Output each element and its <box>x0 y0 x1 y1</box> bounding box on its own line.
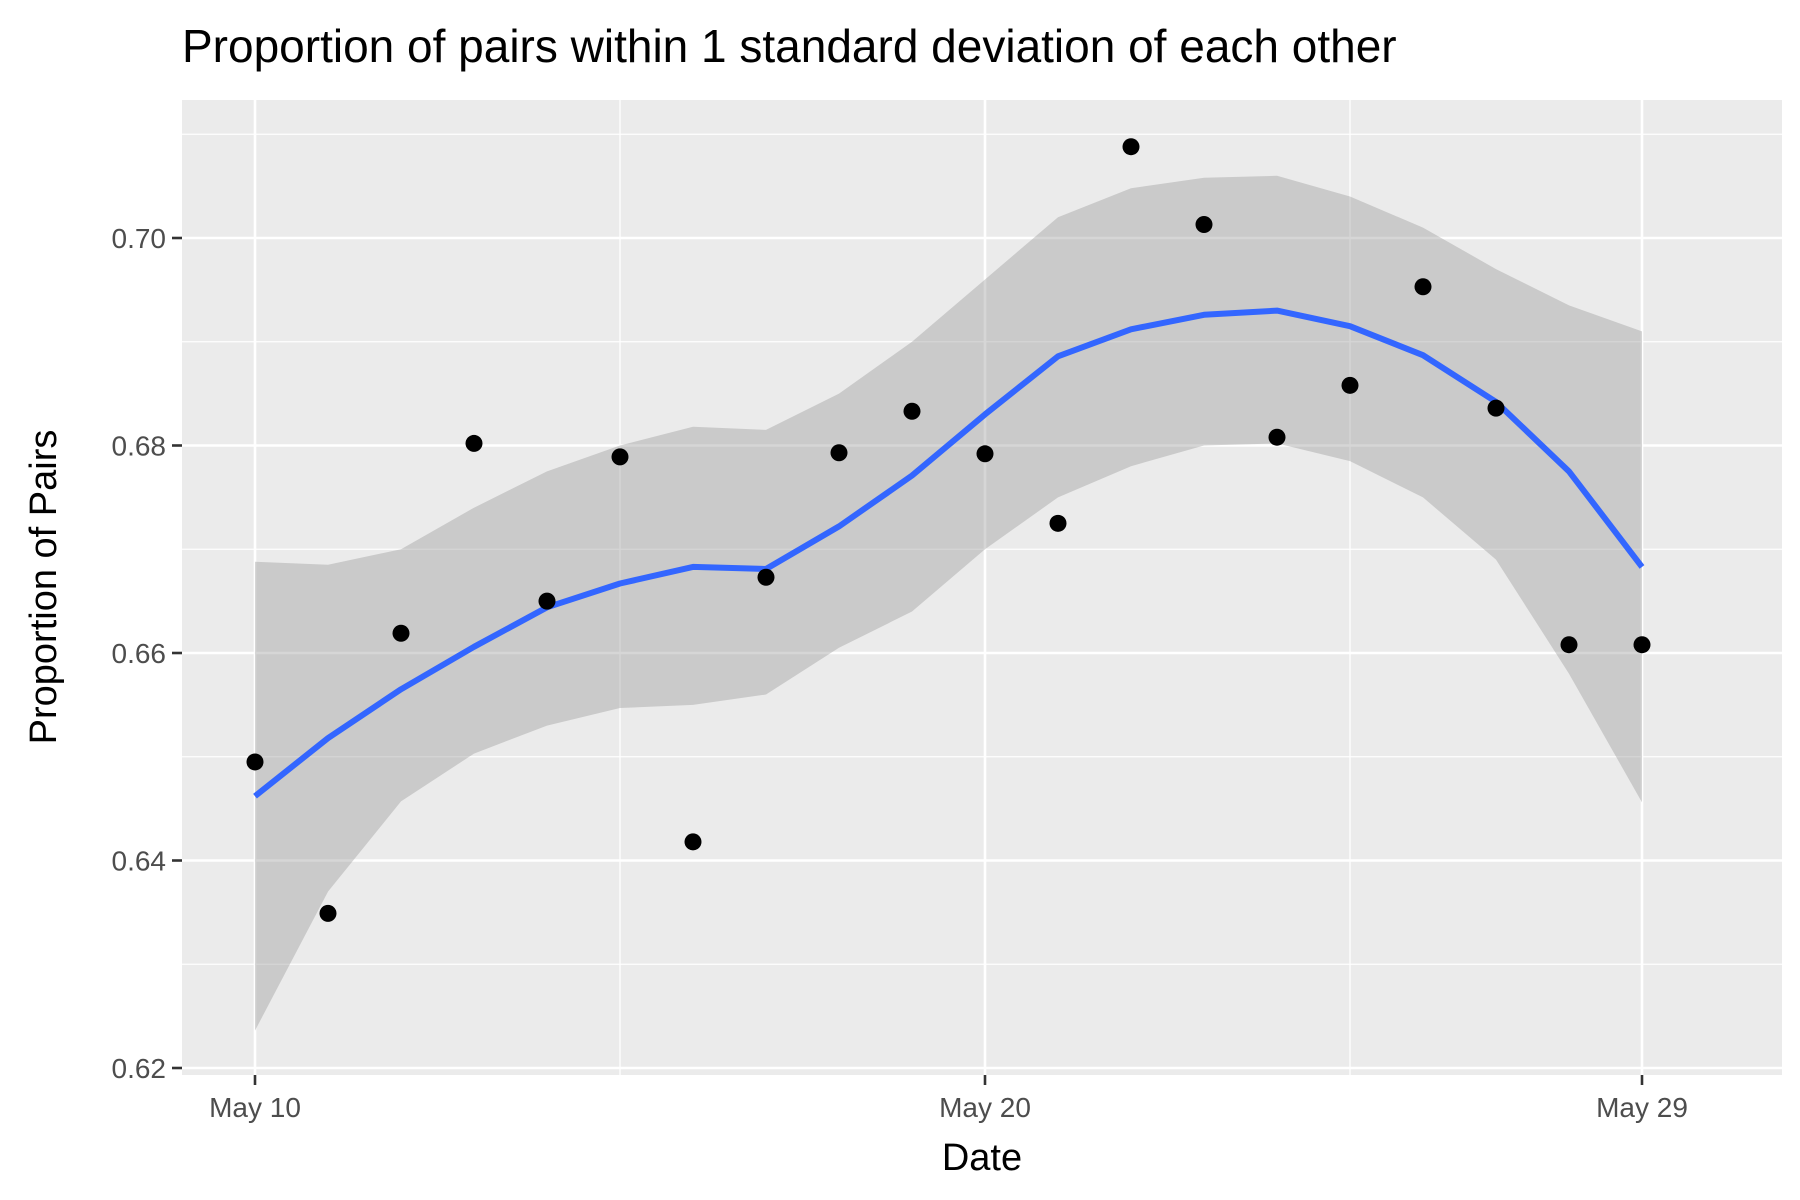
data-point <box>465 434 483 452</box>
data-point <box>1049 514 1067 532</box>
y-tick-label: 0.64 <box>112 846 167 877</box>
chart-title: Proportion of pairs within 1 standard de… <box>182 20 1397 72</box>
confidence-band <box>255 175 1642 1031</box>
y-tick-label: 0.68 <box>112 431 167 462</box>
y-tick-label: 0.66 <box>112 638 167 669</box>
y-tick-label: 0.62 <box>112 1053 167 1084</box>
grid-major <box>182 100 1782 1075</box>
data-point <box>1341 376 1359 394</box>
grid-minor <box>182 100 1782 1075</box>
plot-panel <box>182 100 1782 1075</box>
data-point <box>903 402 921 420</box>
data-point <box>1633 636 1651 654</box>
data-point <box>1414 278 1432 296</box>
x-tick-label: May 29 <box>1596 1092 1688 1123</box>
data-point <box>684 833 702 851</box>
x-tick-label: May 10 <box>209 1092 301 1123</box>
data-point <box>976 445 994 463</box>
x-tick-label: May 20 <box>939 1092 1031 1123</box>
data-point <box>757 568 775 586</box>
data-point <box>1268 428 1286 446</box>
x-axis-title: Date <box>942 1137 1022 1179</box>
y-axis: 0.62 0.64 0.66 0.68 0.70 <box>112 223 182 1084</box>
data-point <box>392 624 410 642</box>
y-axis-title: Proportion of Pairs <box>23 430 65 745</box>
data-point <box>611 448 629 466</box>
x-axis: May 10 May 20 May 29 <box>209 1075 1688 1123</box>
data-point <box>830 444 848 462</box>
data-point <box>1560 636 1578 654</box>
data-point <box>538 592 556 610</box>
data-point <box>319 904 337 922</box>
smooth-line <box>253 307 1645 799</box>
data-point <box>1195 216 1213 234</box>
data-point <box>1487 399 1505 417</box>
y-tick-label: 0.70 <box>112 223 167 254</box>
data-points <box>246 138 1651 922</box>
data-point <box>246 753 264 771</box>
data-point <box>1122 138 1140 156</box>
